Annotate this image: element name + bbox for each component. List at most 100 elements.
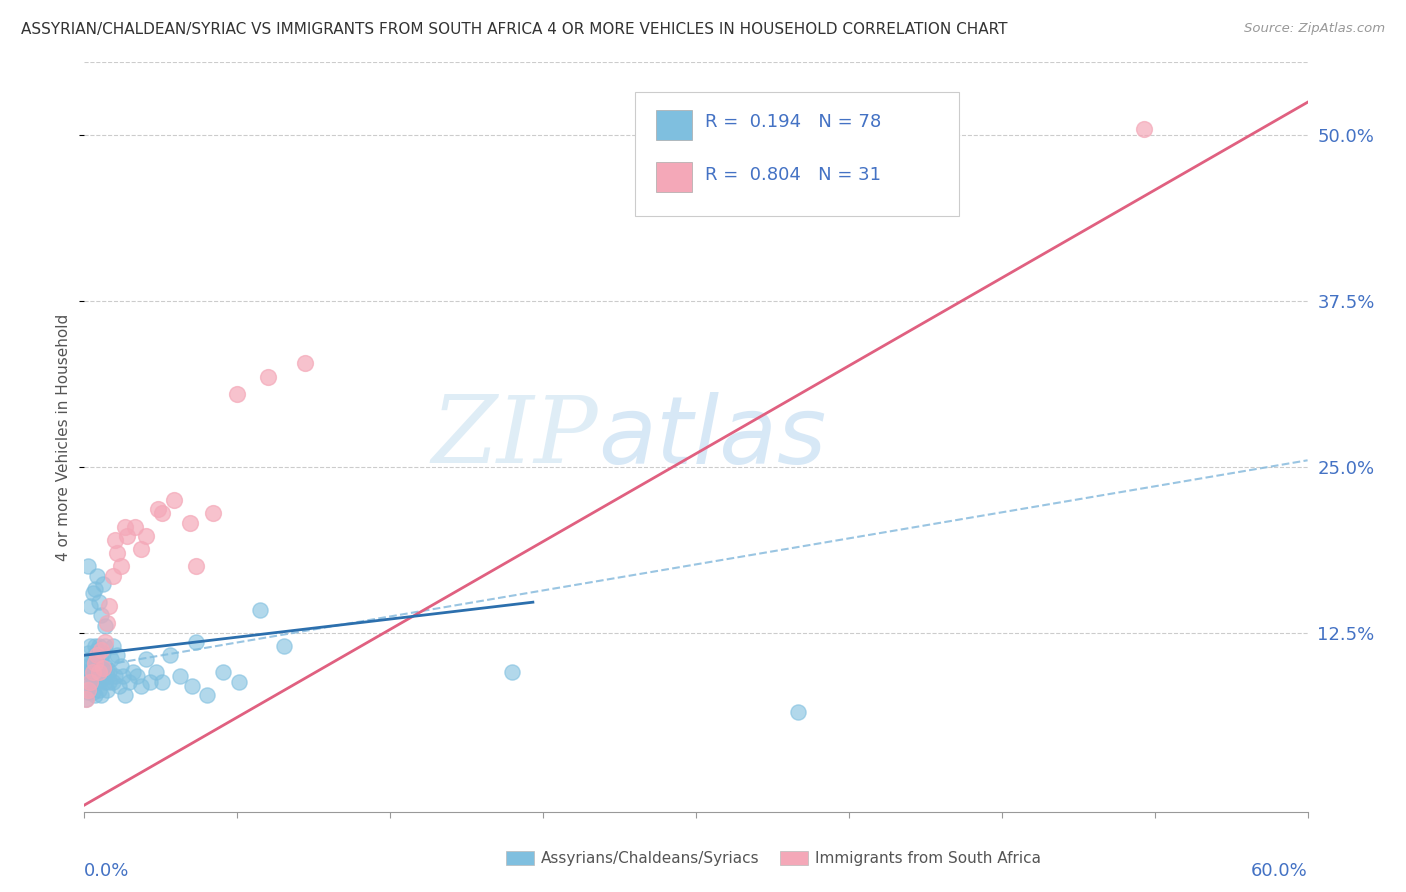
Point (83, 648, 105, 663)
Point (101, 639, 124, 653)
Point (83, 639, 105, 653)
FancyBboxPatch shape (655, 110, 692, 140)
Point (96, 682, 118, 697)
Point (82, 652, 104, 666)
Point (93, 639, 115, 653)
Point (79, 674, 101, 689)
Point (150, 506, 173, 520)
Point (90, 672, 112, 686)
Point (82, 665, 104, 680)
Point (169, 669, 191, 683)
Point (79, 639, 101, 653)
Point (186, 635, 208, 649)
Point (87, 669, 110, 683)
Point (273, 639, 295, 653)
Point (122, 665, 145, 680)
Point (82, 672, 104, 686)
Point (101, 568, 124, 582)
Point (226, 387, 249, 401)
FancyBboxPatch shape (655, 162, 692, 192)
Text: 60.0%: 60.0% (1251, 862, 1308, 880)
Point (87, 639, 110, 653)
Point (86, 568, 108, 582)
Point (82, 586, 104, 600)
Point (93, 635, 115, 649)
Point (131, 679, 153, 693)
Point (77, 658, 100, 673)
Point (212, 665, 235, 680)
Point (77, 559, 100, 574)
Point (145, 665, 167, 680)
Point (131, 542, 153, 557)
Point (82, 665, 104, 680)
Point (90, 608, 112, 623)
Point (90, 688, 112, 702)
Point (83, 661, 105, 675)
Point (77, 665, 100, 680)
Point (105, 648, 128, 663)
Text: Assyrians/Chaldeans/Syriacs: Assyrians/Chaldeans/Syriacs (541, 851, 759, 865)
Point (105, 546, 128, 560)
Point (86, 648, 108, 663)
Point (195, 688, 218, 702)
Point (257, 369, 280, 384)
Point (79, 599, 101, 614)
Text: R =  0.804   N = 31: R = 0.804 N = 31 (704, 166, 880, 184)
Point (114, 688, 136, 702)
Point (97, 599, 120, 614)
Point (96, 665, 118, 680)
Point (163, 493, 186, 508)
Text: Source: ZipAtlas.com: Source: ZipAtlas.com (1244, 22, 1385, 36)
Point (77, 646, 100, 660)
Point (110, 559, 132, 574)
Point (79, 658, 101, 673)
Point (150, 674, 173, 689)
Point (127, 669, 149, 683)
Point (79, 665, 101, 680)
Point (104, 533, 127, 547)
Point (135, 652, 157, 666)
Point (86, 643, 108, 657)
Point (83, 582, 105, 596)
Point (146, 502, 169, 516)
Point (124, 519, 146, 533)
Text: R =  0.194   N = 78: R = 0.194 N = 78 (704, 113, 880, 131)
Point (93, 658, 115, 673)
Point (91, 576, 114, 591)
Point (502, 665, 524, 680)
Point (90, 652, 112, 666)
Point (108, 679, 131, 693)
Point (114, 519, 136, 533)
Point (201, 506, 224, 520)
Point (90, 643, 112, 657)
Point (96, 669, 118, 683)
Point (75, 674, 97, 689)
Text: ASSYRIAN/CHALDEAN/SYRIAC VS IMMIGRANTS FROM SOUTH AFRICA 4 OR MORE VEHICLES IN H: ASSYRIAN/CHALDEAN/SYRIAC VS IMMIGRANTS F… (21, 22, 1008, 37)
Point (138, 674, 160, 689)
Point (75, 665, 97, 680)
Point (181, 679, 204, 693)
Point (87, 665, 110, 680)
Text: Immigrants from South Africa: Immigrants from South Africa (815, 851, 1042, 865)
Point (91, 665, 114, 680)
Point (159, 648, 181, 663)
Point (97, 674, 120, 689)
Point (86, 664, 108, 678)
Point (186, 559, 208, 574)
Point (75, 692, 97, 706)
Point (112, 669, 135, 683)
Point (1133, 121, 1156, 136)
Point (115, 529, 138, 543)
Y-axis label: 4 or more Vehicles in Household: 4 or more Vehicles in Household (56, 313, 72, 561)
Point (79, 652, 101, 666)
Point (179, 516, 201, 530)
Point (87, 595, 110, 609)
Point (104, 669, 127, 683)
Point (79, 679, 101, 693)
Text: ZIP: ZIP (432, 392, 598, 482)
Point (75, 692, 97, 706)
Point (96, 616, 118, 631)
Point (787, 705, 810, 719)
Text: 0.0%: 0.0% (84, 862, 129, 880)
Point (100, 652, 122, 666)
